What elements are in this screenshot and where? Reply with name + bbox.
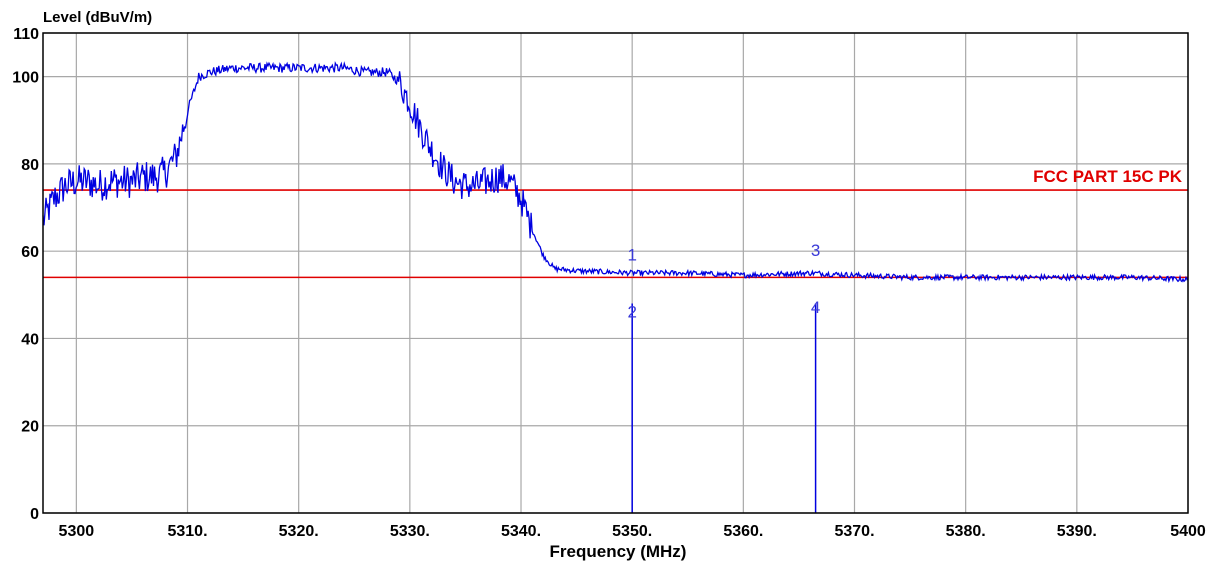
limit-lines xyxy=(43,189,1188,279)
x-tick-label: 5340. xyxy=(501,523,541,540)
x-tick-labels: 5300 5310. 5320. 5330. 5340. 5350. 5360. 5370. 5… xyxy=(59,523,1206,540)
x-tick-label: 5400 xyxy=(1170,523,1206,540)
x-tick-label: 5300 xyxy=(59,523,95,540)
x-axis-label: Frequency (MHz) xyxy=(550,542,687,561)
y-axis-label: Level (dBuV/m) xyxy=(43,9,152,26)
y-tick-labels: 0 20 40 60 80 100 110 xyxy=(12,26,39,523)
y-tick-label: 100 xyxy=(12,70,39,87)
trace-line xyxy=(42,61,1189,284)
y-tick-label: 40 xyxy=(21,331,39,348)
y-tick-label: 110 xyxy=(13,26,39,43)
marker-label: 4 xyxy=(811,298,820,317)
y-tick-label: 80 xyxy=(21,157,39,174)
marker-labels: 1 2 3 4 xyxy=(627,241,820,322)
x-tick-label: 5310. xyxy=(167,523,207,540)
plot-frame xyxy=(42,32,1189,514)
marker-lines xyxy=(631,303,817,513)
x-tick-label: 5380. xyxy=(946,523,986,540)
x-tick-label: 5330. xyxy=(390,523,430,540)
y-tick-label: 60 xyxy=(21,244,39,261)
y-tick-label: 0 xyxy=(30,506,39,523)
marker-label: 3 xyxy=(811,241,820,260)
marker-label: 1 xyxy=(627,245,636,264)
x-tick-label: 5320. xyxy=(279,523,319,540)
x-tick-label: 5350. xyxy=(612,523,652,540)
x-tick-label: 5360. xyxy=(723,523,763,540)
y-tick-label: 20 xyxy=(21,419,39,436)
trace-layer xyxy=(42,61,1189,284)
limit-line-label: FCC PART 15C PK xyxy=(1033,167,1183,186)
marker-label: 2 xyxy=(627,303,636,322)
x-tick-label: 5390. xyxy=(1057,523,1097,540)
x-tick-label: 5370. xyxy=(834,523,874,540)
